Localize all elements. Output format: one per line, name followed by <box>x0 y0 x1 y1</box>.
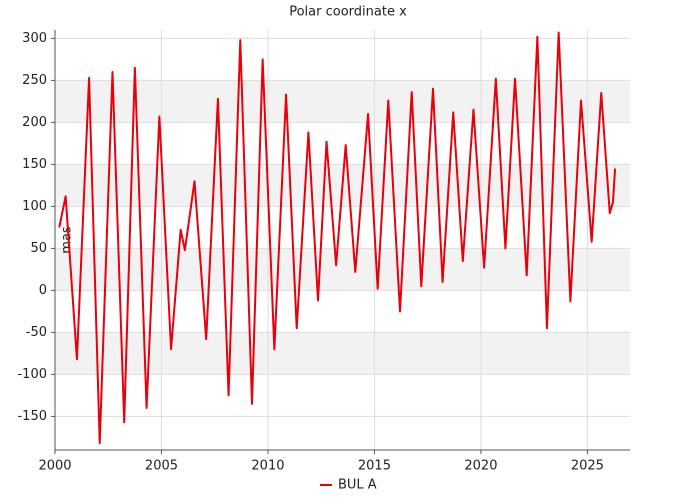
y-tick-label: 50 <box>30 241 47 256</box>
y-tick-label: 150 <box>22 157 47 172</box>
y-tick-label: -150 <box>17 409 47 424</box>
y-tick-label: 0 <box>39 283 47 298</box>
x-tick-label: 2020 <box>464 459 497 474</box>
y-tick-label: 100 <box>22 199 47 214</box>
x-tick-label: 2005 <box>145 459 178 474</box>
x-tick-label: 2010 <box>251 459 284 474</box>
data-line <box>58 31 617 445</box>
y-tick-label: -50 <box>26 325 47 340</box>
x-tick-label: 2000 <box>38 459 71 474</box>
y-tick-label: 200 <box>22 115 47 130</box>
y-tick-label: 300 <box>22 31 47 46</box>
x-tick-label: 2025 <box>571 459 604 474</box>
grid-band <box>55 332 630 375</box>
x-tick-label: 2015 <box>358 459 391 474</box>
legend-label: BUL A <box>338 478 377 493</box>
y-tick-label: -100 <box>17 367 47 382</box>
y-axis-label: mas <box>60 226 75 254</box>
grid-band <box>55 80 630 123</box>
chart-title: Polar coordinate x <box>289 5 407 20</box>
grid-band <box>55 248 630 291</box>
y-tick-label: 250 <box>22 73 47 88</box>
